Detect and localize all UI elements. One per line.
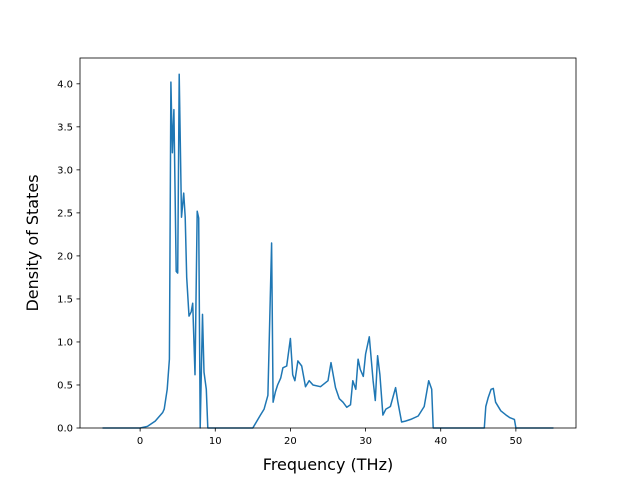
y-tick-label: 4.0 bbox=[57, 79, 73, 90]
y-tick-label: 3.5 bbox=[57, 122, 73, 133]
x-tick-label: 30 bbox=[359, 436, 372, 447]
y-tick-label: 2.5 bbox=[57, 208, 73, 219]
plot-frame bbox=[79, 57, 577, 429]
y-axis-label: Density of States bbox=[23, 174, 42, 311]
y-tick-label: 3.0 bbox=[57, 165, 73, 176]
x-tick-label: 50 bbox=[510, 436, 523, 447]
plot-area bbox=[80, 58, 576, 428]
y-tick-label: 0.0 bbox=[57, 424, 73, 435]
y-tick-label: 1.5 bbox=[57, 294, 73, 305]
x-tick-label: 10 bbox=[209, 436, 222, 447]
y-tick-label: 1.0 bbox=[57, 337, 73, 348]
x-tick-label: 40 bbox=[434, 436, 447, 447]
x-tick-label: 20 bbox=[284, 436, 297, 447]
y-tick-label: 2.0 bbox=[57, 251, 73, 262]
y-tick-label: 0.5 bbox=[57, 380, 73, 391]
x-tick-label: 0 bbox=[137, 436, 143, 447]
ticks-layer: 0 10 20 30 40 50 0.0 0.5 1.0 1.5 2.0 2.5 3.0 3.5 4.0 bbox=[57, 79, 522, 447]
x-axis-label: Frequency (THz) bbox=[263, 455, 393, 474]
